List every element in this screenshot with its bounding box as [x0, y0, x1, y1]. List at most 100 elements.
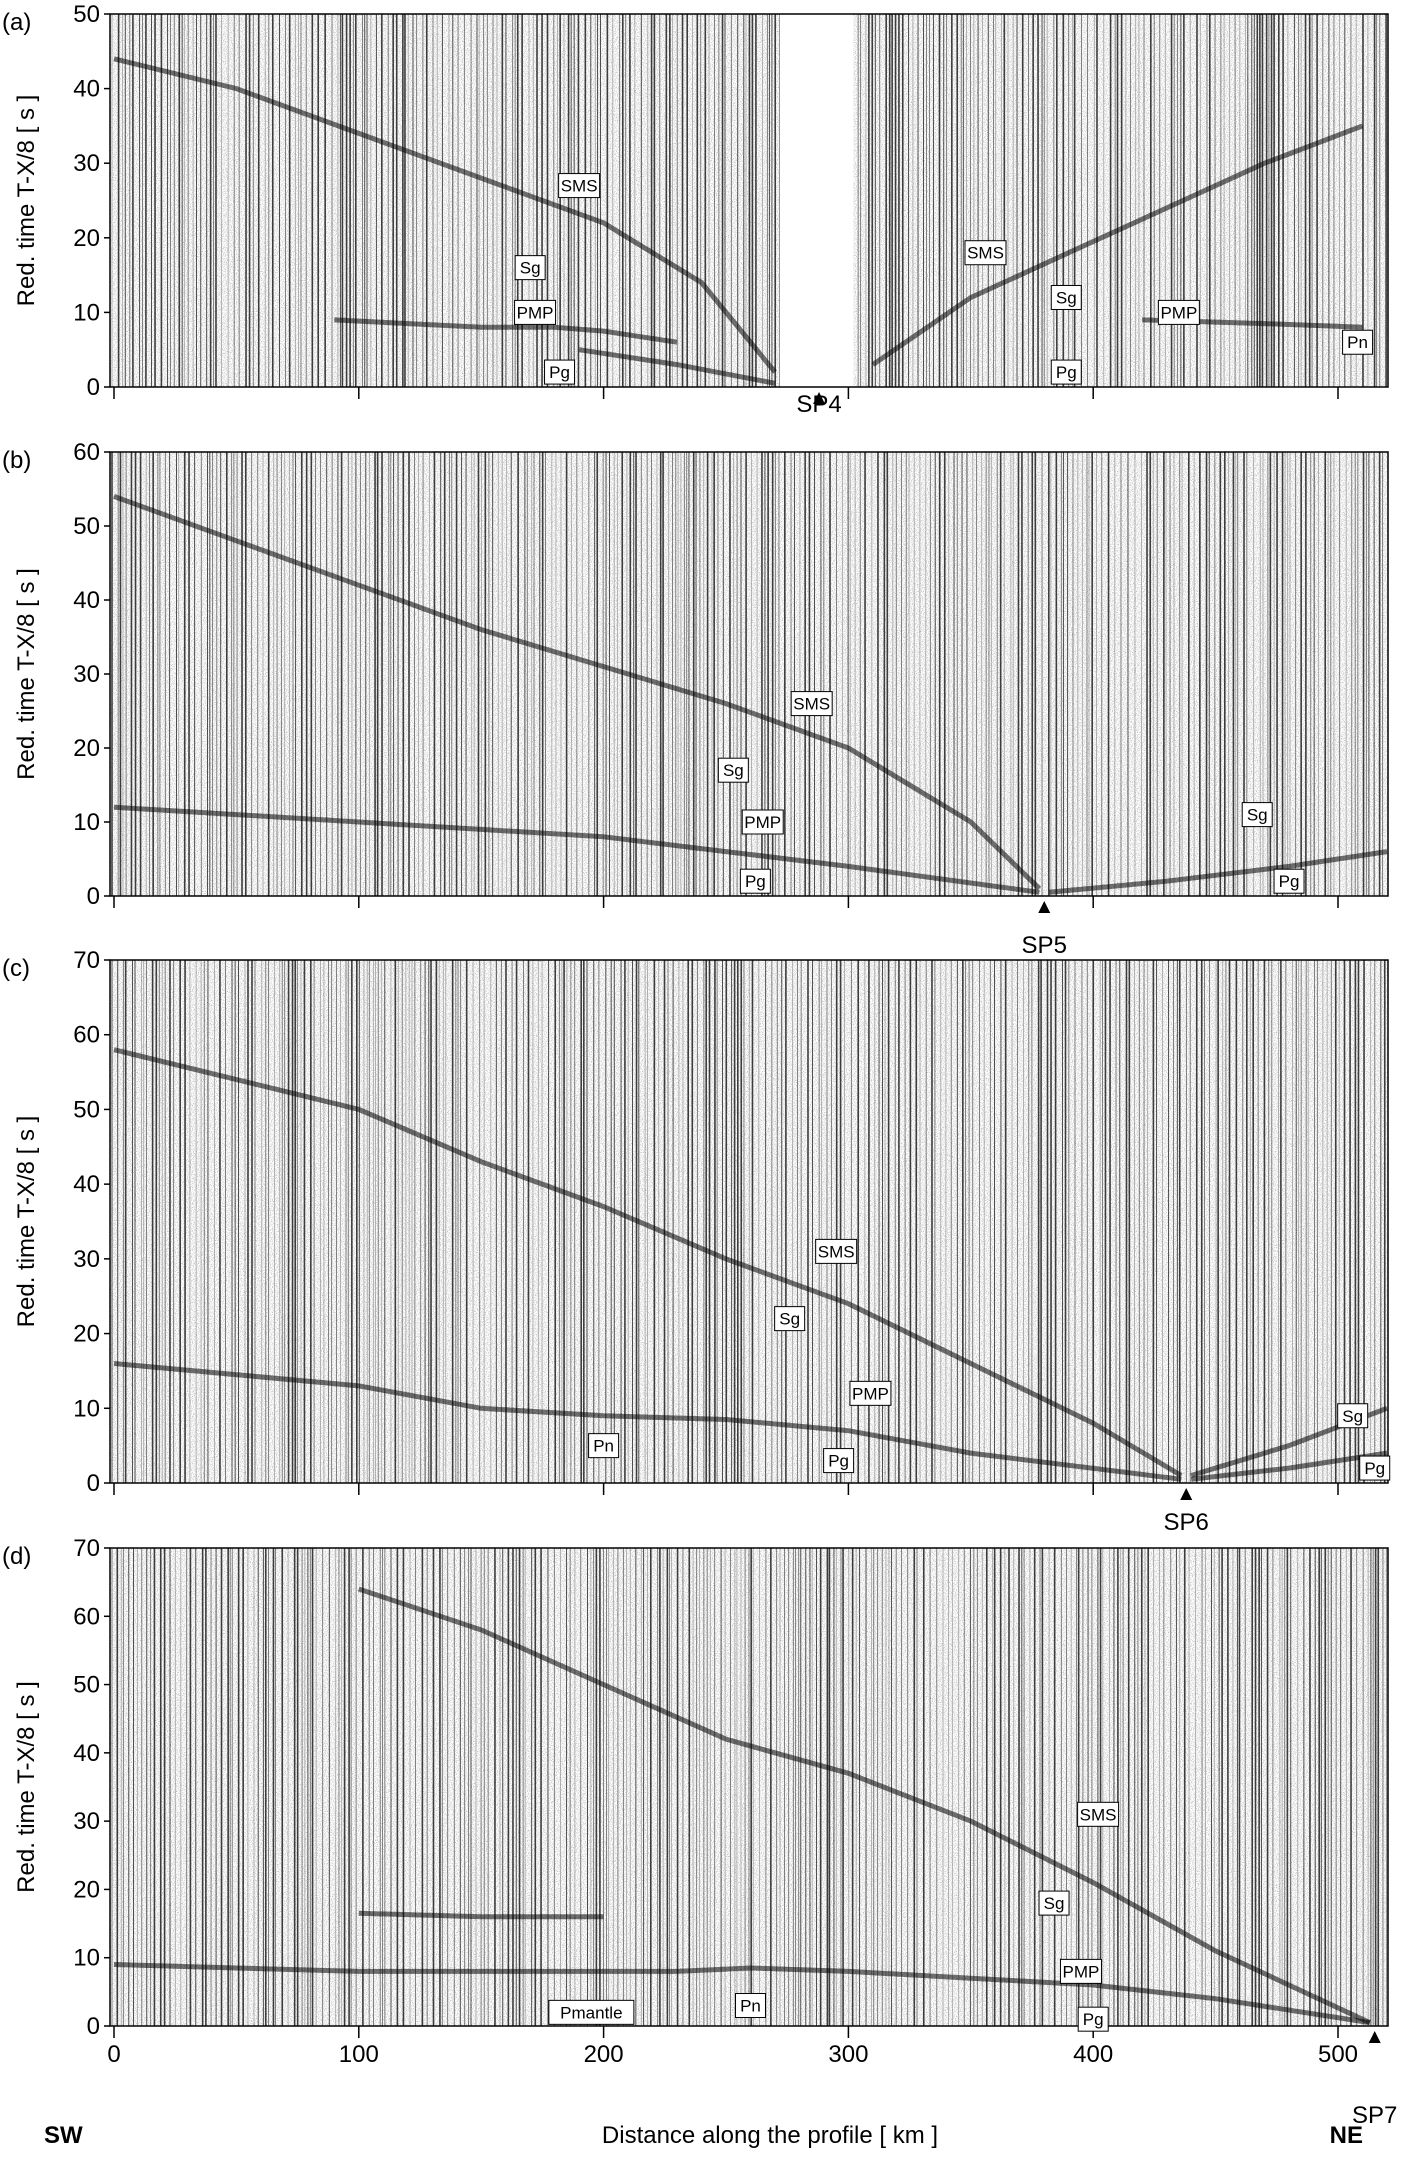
phase-box — [1157, 299, 1200, 325]
data-gap — [779, 14, 854, 387]
phase-text: Pg — [828, 1452, 849, 1471]
phase-text: Sg — [1056, 288, 1077, 307]
phase-box — [734, 1993, 766, 2019]
phase-curve-sms_right — [871, 123, 1364, 367]
phase-box — [1050, 359, 1082, 385]
phase-curve-pmantle — [358, 1910, 604, 1920]
phase-text: Pg — [549, 363, 570, 382]
y-axis-label: Red. time T-X/8 [ s ] — [13, 1681, 40, 1893]
phase-text: Sg — [1342, 1407, 1363, 1426]
phase-label-pmp: PMP — [1157, 299, 1200, 325]
phase-label-pmp: PMP — [741, 809, 784, 835]
y-tick-label: 70 — [73, 947, 100, 974]
shot-point-marker — [1038, 901, 1051, 913]
record-section — [110, 14, 1388, 387]
phase-text: Pmantle — [560, 2003, 622, 2022]
phase-box — [1077, 2006, 1109, 2032]
phase-label-sms: SMS — [558, 173, 601, 199]
phase-box — [739, 868, 771, 894]
panel-d: 0 10 20 30 40 50 60 70 (d) Red. time T-X/8 [ s ] S… — [2, 1535, 1397, 2129]
y-tick-label: 10 — [73, 299, 100, 326]
phase-box — [588, 1433, 620, 1459]
phase-label-pmp: PMP — [849, 1380, 892, 1406]
phase-box — [1273, 868, 1305, 894]
phase-box — [1342, 329, 1374, 355]
record-section — [110, 1548, 1388, 2026]
phase-label-pn: Pn — [734, 1993, 766, 2019]
y-tick-label: 50 — [73, 1672, 100, 1699]
y-tick-label: 50 — [73, 513, 100, 540]
phase-text: PMP — [1063, 1962, 1100, 1981]
y-tick-label: 20 — [73, 225, 100, 252]
x-axis-label: Distance along the profile [ km ] — [602, 2122, 938, 2149]
y-tick-label: 50 — [73, 1096, 100, 1123]
phase-label-pg: Pg — [823, 1448, 855, 1474]
phase-text: SMS — [561, 177, 598, 196]
phase-box — [849, 1380, 892, 1406]
phase-label-sg: Sg — [1050, 284, 1082, 310]
y-tick-label: 60 — [73, 1603, 100, 1630]
y-axis-label: Red. time T-X/8 [ s ] — [13, 95, 40, 307]
phase-label-pg: Pg — [1359, 1455, 1391, 1481]
phase-box — [1050, 284, 1082, 310]
phase-curve-sms — [113, 494, 1042, 891]
panel-label: (a) — [2, 9, 31, 36]
phase-label-sms: SMS — [964, 240, 1007, 266]
phase-box — [1359, 1455, 1391, 1481]
phase-label-sg: Sg — [1038, 1890, 1070, 1916]
phase-box — [774, 1306, 806, 1332]
phase-box — [1337, 1403, 1369, 1429]
y-axis-label: Red. time T-X/8 [ s ] — [13, 568, 40, 780]
panel-a: 0 10 20 30 40 50 (a) Red. time T-X/8 [ s ] SMS Sg… — [2, 1, 1389, 418]
phase-box — [823, 1448, 855, 1474]
shot-point-marker — [813, 392, 826, 404]
phase-text: Pg — [1364, 1459, 1385, 1478]
shot-point-marker — [1180, 1488, 1193, 1500]
y-tick-label: 10 — [73, 1395, 100, 1422]
phase-label-pn: Pn — [1342, 329, 1374, 355]
y-tick-label: 10 — [73, 809, 100, 836]
y-tick-label: 60 — [73, 439, 100, 466]
phase-text: SMS — [793, 695, 830, 714]
right-end-label: NE — [1330, 2122, 1363, 2149]
x-tick-label: 0 — [107, 2041, 120, 2068]
phase-box — [717, 757, 749, 783]
shot-point-label: SP5 — [1022, 932, 1067, 959]
phase-text: Sg — [723, 761, 744, 780]
phase-text: Pg — [745, 872, 766, 891]
phase-text: Pg — [1279, 872, 1300, 891]
phase-text: Sg — [1247, 806, 1268, 825]
y-tick-label: 30 — [73, 1808, 100, 1835]
y-tick-label: 20 — [73, 735, 100, 762]
y-tick-label: 10 — [73, 1945, 100, 1972]
phase-label-sg: Sg — [717, 757, 749, 783]
phase-label-pg: Pg — [1050, 359, 1082, 385]
phase-curve-sms — [113, 1047, 1183, 1478]
phase-text: SMS — [967, 244, 1004, 263]
y-tick-label: 40 — [73, 1171, 100, 1198]
x-tick-label: 400 — [1073, 2041, 1113, 2068]
phase-label-sms: SMS — [1077, 1801, 1120, 1827]
phase-label-sg: Sg — [1337, 1403, 1369, 1429]
phase-curve-pmp — [113, 804, 1040, 895]
phase-text: Pg — [1056, 363, 1077, 382]
phase-label-pg: Pg — [1077, 2006, 1109, 2032]
y-tick-label: 40 — [73, 1740, 100, 1767]
panel-label: (d) — [2, 1543, 31, 1570]
phase-label-pn: Pn — [588, 1433, 620, 1459]
phase-text: PMP — [852, 1384, 889, 1403]
phase-label-pmp: PMP — [514, 299, 557, 325]
panel-b: 0 10 20 30 40 50 60 (b) Red. time T-X/8 [ s ] SMS… — [2, 439, 1389, 959]
phase-label-pmantle: Pmantle — [548, 1999, 635, 2025]
phase-box — [514, 299, 557, 325]
phase-box — [1077, 1801, 1120, 1827]
phase-curve-pmp_left — [334, 317, 678, 345]
phase-curve-pn — [113, 1361, 1182, 1482]
y-tick-label: 20 — [73, 1876, 100, 1903]
y-tick-label: 70 — [73, 1535, 100, 1562]
y-tick-label: 30 — [73, 661, 100, 688]
y-tick-label: 40 — [73, 76, 100, 103]
phase-text: Sg — [520, 259, 541, 278]
y-axis-label: Red. time T-X/8 [ s ] — [13, 1116, 40, 1328]
